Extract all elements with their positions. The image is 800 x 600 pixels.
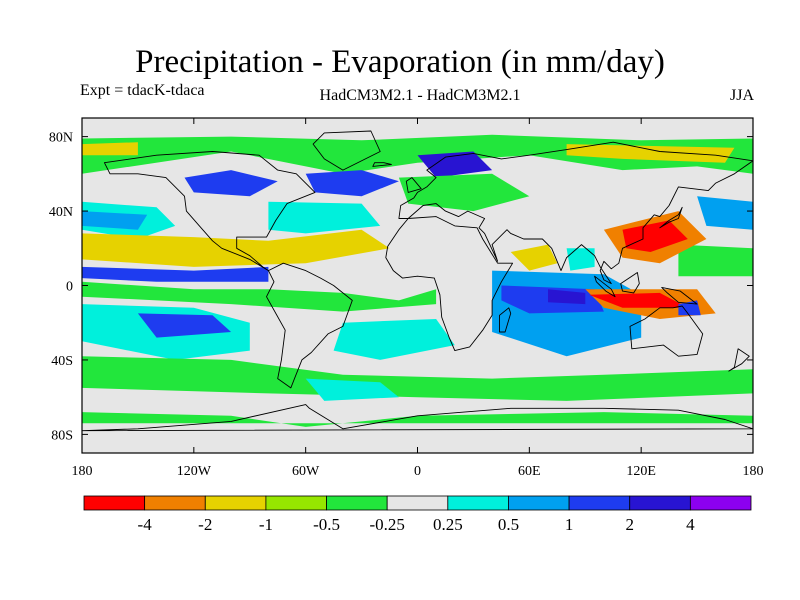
- field-region-nw-pacific-blue: [697, 196, 753, 230]
- coastline-japan: [659, 206, 683, 229]
- field-region-w-pacific-green: [678, 244, 753, 277]
- field-region-arabian-sea-yellow: [510, 244, 558, 271]
- colorbar-swatch: [447, 495, 509, 511]
- field-region-s-ocean-cyan: [305, 378, 399, 401]
- colorbar-swatch: [629, 495, 691, 511]
- experiment-label: Expt = tdacK-tdaca: [80, 82, 205, 99]
- axes: 180 120W 60W 0 60E 120E 180 80N 40N 0 40S 80S: [49, 118, 764, 479]
- field-region-n-america-blue: [184, 170, 278, 197]
- field-region-s-china-red: [622, 220, 688, 252]
- field-region-arctic-yellow: [82, 142, 138, 156]
- y-tick-label: 40N: [49, 205, 73, 220]
- x-tick-label: 120E: [626, 464, 656, 479]
- coastline-eurasia: [398, 141, 753, 285]
- field-region-e-pacific-itcz-blue: [82, 266, 269, 282]
- chart-title: Precipitation - Evaporation (in mm/day): [135, 44, 665, 80]
- coastline-borneo: [620, 272, 640, 294]
- y-tick-label: 80S: [51, 428, 73, 443]
- coastline-antarctica: [82, 404, 753, 432]
- field-region-siberia-yellow: [566, 144, 735, 163]
- colorbar-level-label: -0.25: [369, 515, 404, 534]
- colorbar-swatch: [689, 495, 752, 511]
- y-tick-label: 0: [66, 280, 73, 295]
- field-region-s-ocean-green: [82, 356, 753, 401]
- coastline-new-guinea: [661, 286, 698, 305]
- field-region-maritime-red: [589, 292, 688, 308]
- field-region-n-pacific-lightblue: [82, 211, 148, 230]
- model-comparison-label: HadCM3M2.1 - HadCM3M2.1: [319, 87, 521, 104]
- field-region-equator-green: [82, 281, 437, 312]
- colorbar-swatch: [144, 495, 206, 511]
- field-region-scandinavia-blue: [417, 151, 493, 178]
- x-tick-label: 0: [414, 464, 421, 479]
- x-tick-label: 60E: [518, 464, 541, 479]
- coastline-new-zealand: [728, 348, 750, 372]
- field-region-s-pacific-blue: [137, 313, 232, 338]
- field-region-n-atlantic-blue: [305, 170, 399, 197]
- colorbar: -4 -2 -1 -0.5 -0.25 0.25 0.5 1 2 4: [83, 495, 752, 534]
- field-region-indian-ocean-purple: [548, 289, 586, 305]
- colorbar-level-label: 0.25: [433, 515, 463, 534]
- colorbar-swatch: [386, 495, 449, 511]
- colorbar-swatch: [83, 495, 146, 511]
- coastline-uk: [405, 177, 422, 193]
- x-tick-label: 120W: [177, 464, 212, 479]
- x-tick-label: 180: [743, 464, 764, 479]
- coastlines: [82, 130, 753, 432]
- coastline-south-america: [266, 262, 353, 389]
- coastline-north-america: [103, 151, 316, 272]
- coastline-madagascar: [499, 307, 512, 333]
- field-region-n-atlantic-cyan: [268, 201, 381, 234]
- field-region-antarctic-coast-green: [82, 412, 753, 427]
- colorbar-level-label: -2: [198, 515, 212, 534]
- y-tick-label: 80N: [49, 131, 73, 146]
- field-region-s-atlantic-cyan: [333, 319, 455, 360]
- colorbar-level-label: -4: [138, 515, 153, 534]
- colorbar-level-label: -0.5: [313, 515, 340, 534]
- colorbar-swatch: [326, 495, 388, 511]
- colorbar-swatch: [508, 495, 570, 511]
- colorbar-level-label: 4: [686, 515, 695, 534]
- coastline-sumatra: [594, 275, 616, 298]
- colorbar-level-label: 1: [565, 515, 574, 534]
- field-region-europe-green: [398, 173, 530, 212]
- season-label: JJA: [729, 87, 754, 104]
- y-tick-label: 40S: [51, 354, 73, 369]
- x-tick-label: 60W: [292, 464, 320, 479]
- colorbar-level-label: 2: [625, 515, 634, 534]
- colorbar-level-label: 0.5: [498, 515, 519, 534]
- coastline-africa: [385, 216, 514, 352]
- colorbar-level-label: -1: [259, 515, 273, 534]
- field-region-bay-bengal-cyan: [566, 248, 595, 271]
- coastline-australia: [629, 305, 704, 357]
- coastline-iceland: [372, 162, 392, 167]
- map-field: [82, 118, 753, 453]
- colorbar-swatch: [568, 495, 631, 511]
- colorbar-swatch: [204, 495, 267, 511]
- field-region-tropical-atl-yellow: [82, 229, 390, 267]
- x-tick-label: 180: [72, 464, 93, 479]
- colorbar-swatch: [265, 495, 327, 511]
- coastline-greenland: [312, 130, 381, 171]
